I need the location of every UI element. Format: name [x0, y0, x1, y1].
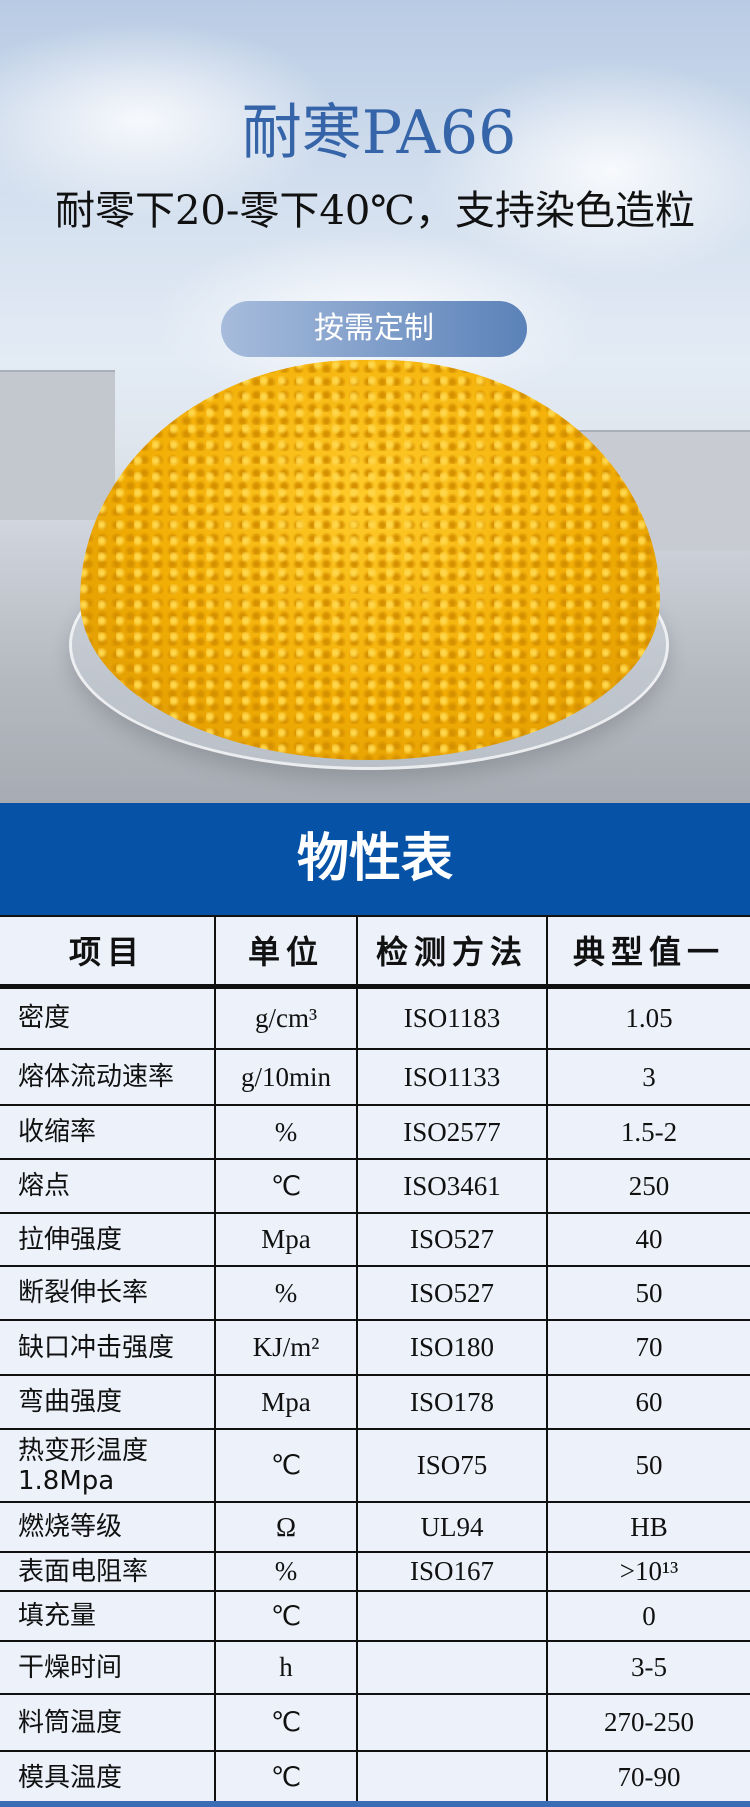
table-header-row: 项目 单位 检测方法 典型值一 [0, 915, 750, 989]
row-unit: % [214, 1265, 358, 1321]
row-item: 收缩率 [0, 1104, 216, 1160]
table-row: 表面电阻率% ISO167 >10¹³ [0, 1551, 750, 1592]
row-value: 70 [546, 1319, 750, 1376]
header-unit: 单位 [214, 915, 358, 989]
bottom-bar [0, 1801, 750, 1807]
table-row: 模具温度 ℃ 70-90 [0, 1750, 750, 1805]
row-item: 热变形温度 1.8Mpa [0, 1428, 216, 1503]
header-value: 典型值一 [546, 915, 750, 989]
table-row: 熔点 ℃ ISO3461 250 [0, 1158, 750, 1214]
row-unit: g/10min [214, 1048, 358, 1106]
row-item: 模具温度 [0, 1750, 216, 1805]
table-row: 断裂伸长率% ISO527 50 [0, 1265, 750, 1321]
table-row: 干燥时间 h 3-5 [0, 1640, 750, 1695]
row-value: 250 [546, 1158, 750, 1214]
row-method [356, 1693, 548, 1752]
row-item: 断裂伸长率 [0, 1265, 216, 1321]
row-unit: ℃ [214, 1750, 358, 1805]
row-item: 拉伸强度 [0, 1212, 216, 1267]
table-row: 缺口冲击强度 KJ/m² ISO180 70 [0, 1319, 750, 1376]
row-unit: ℃ [214, 1428, 358, 1503]
table-row: 熔体流动速率 g/10min ISO1133 3 [0, 1048, 750, 1106]
row-item: 填充量 [0, 1590, 216, 1642]
row-value: 50 [546, 1265, 750, 1321]
row-unit: ℃ [214, 1158, 358, 1214]
row-item: 燃烧等级 [0, 1501, 216, 1553]
row-method: UL94 [356, 1501, 548, 1553]
row-method: ISO178 [356, 1374, 548, 1430]
row-item: 缺口冲击强度 [0, 1319, 216, 1376]
row-method: ISO2577 [356, 1104, 548, 1160]
building-image [0, 370, 115, 520]
row-item: 密度 [0, 985, 216, 1050]
header-method: 检测方法 [356, 915, 548, 989]
row-value: 0 [546, 1590, 750, 1642]
row-unit: % [214, 1104, 358, 1160]
row-value: HB [546, 1501, 750, 1553]
header-item: 项目 [0, 915, 216, 989]
row-unit: h [214, 1640, 358, 1695]
row-value: 60 [546, 1374, 750, 1430]
customize-button[interactable]: 按需定制 [221, 301, 527, 357]
row-value: 270-250 [546, 1693, 750, 1752]
row-method: ISO527 [356, 1212, 548, 1267]
row-method: ISO180 [356, 1319, 548, 1376]
row-unit: ℃ [214, 1590, 358, 1642]
row-item: 料筒温度 [0, 1693, 216, 1752]
table-row: 填充量 ℃ 0 [0, 1590, 750, 1642]
row-item: 熔体流动速率 [0, 1048, 216, 1106]
row-value: 1.05 [546, 985, 750, 1050]
properties-table: 项目 单位 检测方法 典型值一 密度 g/cm³ ISO1183 1.05 熔体流动速率… [0, 915, 750, 1805]
table-row: 收缩率% ISO2577 1.5-2 [0, 1104, 750, 1160]
yellow-pellets-image [80, 360, 660, 760]
product-title: 耐寒PA66 [241, 98, 517, 168]
row-method [356, 1590, 548, 1642]
row-value: 1.5-2 [546, 1104, 750, 1160]
table-row: 燃烧等级 Ω UL94 HB [0, 1501, 750, 1553]
row-value: 3 [546, 1048, 750, 1106]
row-value: >10¹³ [546, 1551, 750, 1592]
row-item: 弯曲强度 [0, 1374, 216, 1430]
row-item: 干燥时间 [0, 1640, 216, 1695]
row-unit: Ω [214, 1501, 358, 1553]
product-subtitle: 耐零下20-零下40℃，支持染色造粒 [54, 188, 696, 234]
section-title: 物性表 [0, 803, 750, 915]
row-method: ISO527 [356, 1265, 548, 1321]
row-value: 50 [546, 1428, 750, 1503]
cloud-decoration [0, 20, 340, 220]
row-item: 熔点 [0, 1158, 216, 1214]
row-method [356, 1750, 548, 1805]
table-row: 热变形温度 1.8Mpa ℃ ISO75 50 [0, 1428, 750, 1503]
row-unit: KJ/m² [214, 1319, 358, 1376]
table-row: 拉伸强度 Mpa ISO527 40 [0, 1212, 750, 1267]
row-method: ISO75 [356, 1428, 548, 1503]
row-unit: % [214, 1551, 358, 1592]
table-row: 料筒温度 ℃ 270-250 [0, 1693, 750, 1752]
table-row: 弯曲强度 Mpa ISO178 60 [0, 1374, 750, 1430]
row-method [356, 1640, 548, 1695]
hero-banner: 耐寒PA66 耐零下20-零下40℃，支持染色造粒 按需定制 [0, 0, 750, 803]
row-item: 表面电阻率 [0, 1551, 216, 1592]
row-method: ISO3461 [356, 1158, 548, 1214]
row-method: ISO1133 [356, 1048, 548, 1106]
row-value: 70-90 [546, 1750, 750, 1805]
row-value: 40 [546, 1212, 750, 1267]
row-method: ISO1183 [356, 985, 548, 1050]
table-row: 密度 g/cm³ ISO1183 1.05 [0, 985, 750, 1050]
row-value: 3-5 [546, 1640, 750, 1695]
row-unit: ℃ [214, 1693, 358, 1752]
row-unit: Mpa [214, 1374, 358, 1430]
row-unit: g/cm³ [214, 985, 358, 1050]
row-method: ISO167 [356, 1551, 548, 1592]
row-unit: Mpa [214, 1212, 358, 1267]
